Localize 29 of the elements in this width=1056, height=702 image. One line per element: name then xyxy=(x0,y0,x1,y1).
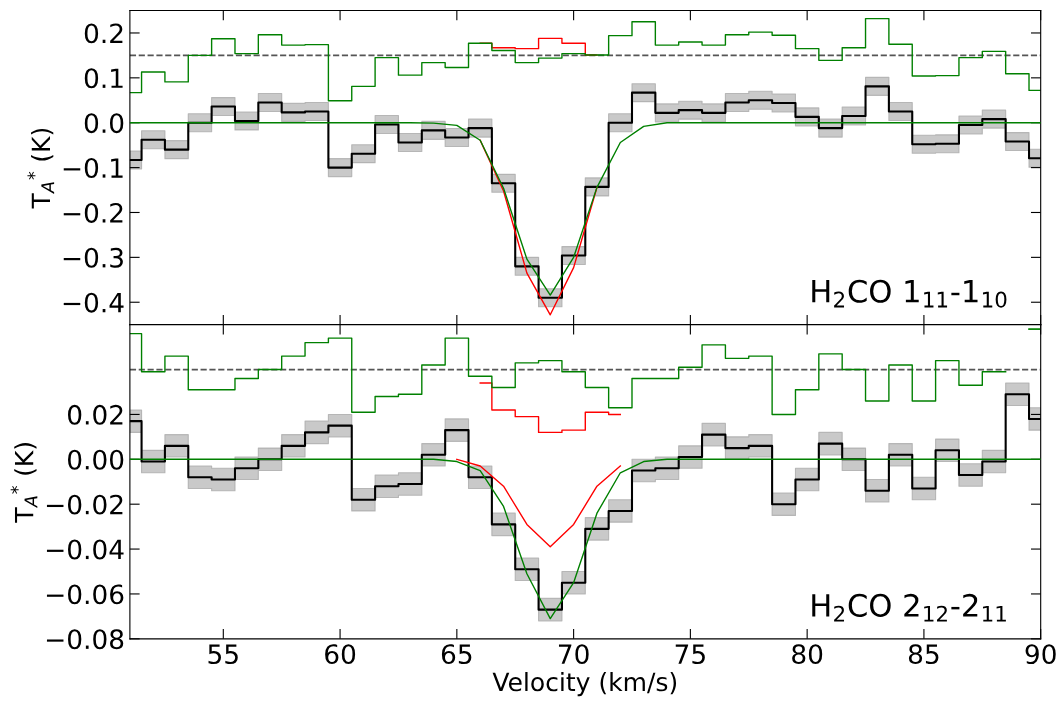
line-series xyxy=(456,458,622,548)
y-tick-label: −0.08 xyxy=(46,629,124,650)
x-axis-title: Velocity (km/s) xyxy=(492,672,677,697)
y-tick-label: −0.04 xyxy=(46,539,124,560)
x-tick-label: 80 xyxy=(792,644,823,665)
y-axis-title: T$_{A}$$^{*}$ (K) xyxy=(10,443,38,523)
y-tick-label: 0.2 xyxy=(84,23,123,44)
line-series xyxy=(129,458,1041,620)
annotation: H$_{2}$CO 1$_{11}$-1$_{10}$ xyxy=(812,279,1007,308)
y-tick-label: −0.2 xyxy=(63,202,123,223)
y-tick-label: −0.1 xyxy=(63,158,123,178)
x-tick-label: 60 xyxy=(325,644,356,665)
y-tick-label: −0.3 xyxy=(63,247,123,268)
x-tick-label: 75 xyxy=(675,644,705,665)
line-series xyxy=(479,139,598,316)
annotation: H$_{2}$CO 2$_{12}$-2$_{11}$ xyxy=(812,593,1006,622)
x-tick-label: 90 xyxy=(1025,644,1056,665)
y-tick-label: −0.4 xyxy=(63,292,124,313)
y-tick-label: 0.00 xyxy=(68,449,124,470)
x-tick-label: 65 xyxy=(441,644,472,665)
y-tick-label: −0.06 xyxy=(46,584,124,605)
y-tick-label: 0.0 xyxy=(84,113,124,134)
x-tick-label: 70 xyxy=(558,644,589,665)
y-tick-label: −0.02 xyxy=(46,494,123,515)
y-tick-label: 0.1 xyxy=(84,68,123,89)
x-tick-label: 55 xyxy=(208,644,238,665)
y-axis-title: T$_{A}$$^{*}$ (K) xyxy=(27,128,55,209)
y-tick-label: 0.02 xyxy=(68,404,123,425)
x-tick-label: 85 xyxy=(908,644,939,665)
